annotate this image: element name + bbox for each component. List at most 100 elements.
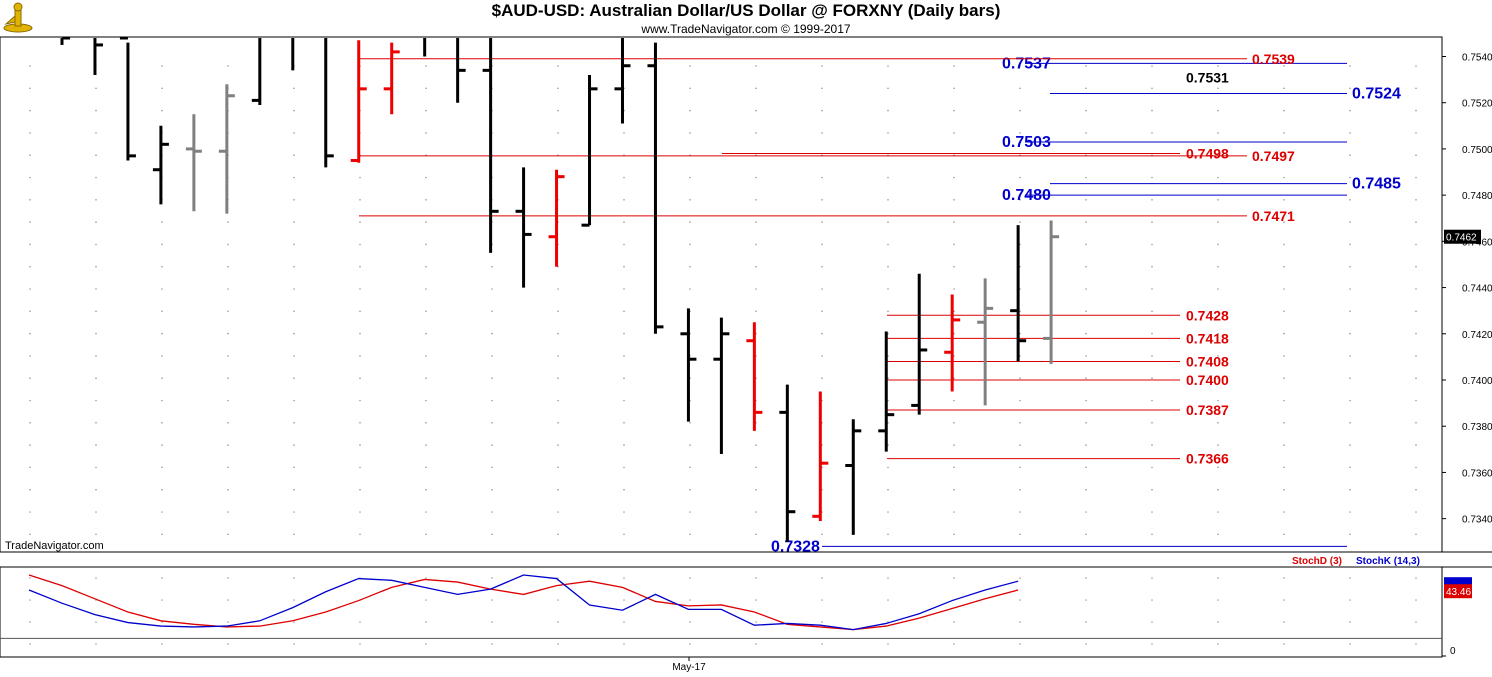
grid-dot xyxy=(953,176,955,179)
grid-dot xyxy=(1151,511,1153,513)
grid-dot xyxy=(1349,599,1351,601)
grid-dot xyxy=(1217,399,1219,402)
grid-dot xyxy=(1151,199,1153,201)
grid-dot xyxy=(359,511,361,513)
grid-dot xyxy=(161,577,163,579)
grid-dot xyxy=(227,643,229,645)
level-label-0.7408: 0.7408 xyxy=(1186,354,1229,370)
grid-dot xyxy=(1415,643,1417,645)
grid-dot xyxy=(557,466,559,469)
legend-stochk: StochK (14,3) xyxy=(1356,556,1420,567)
grid-dot xyxy=(1283,154,1285,156)
grid-dot xyxy=(95,154,97,156)
grid-dot xyxy=(227,488,229,491)
level-label-0.7531: 0.7531 xyxy=(1186,69,1229,85)
grid-dot xyxy=(1217,132,1219,134)
ohlc-bar xyxy=(152,125,169,205)
grid-dot xyxy=(821,87,823,90)
ohlc-bar xyxy=(845,419,862,535)
grid-dot xyxy=(29,577,31,579)
grid-dot xyxy=(1151,577,1153,579)
grid-dot xyxy=(1151,109,1153,112)
grid-dot xyxy=(689,533,691,536)
ohlc-bar xyxy=(60,36,70,45)
grid-dot xyxy=(491,577,493,579)
grid-dot xyxy=(1217,621,1219,623)
grid-dot xyxy=(953,288,955,290)
grid-dot xyxy=(161,599,163,601)
grid-dot xyxy=(1085,199,1087,201)
grid-dot xyxy=(359,643,361,645)
level-label-0.7503: 0.7503 xyxy=(1002,134,1051,151)
y-tick-label: 0.7520 xyxy=(1462,99,1492,110)
grid-dot xyxy=(1283,109,1285,112)
grid-dot xyxy=(1217,221,1219,223)
ohlc-bar xyxy=(482,38,499,253)
grid-dot xyxy=(1019,466,1021,469)
grid-dot xyxy=(953,199,955,201)
grid-dot xyxy=(1019,444,1021,446)
grid-dot xyxy=(821,265,823,268)
grid-dot xyxy=(821,599,823,601)
grid-dot xyxy=(1415,221,1417,223)
grid-dot xyxy=(821,288,823,290)
grid-dot xyxy=(95,444,97,446)
trade-navigator-logo[interactable] xyxy=(2,2,34,34)
grid-dot xyxy=(29,377,31,380)
grid-dot xyxy=(953,511,955,513)
grid-dot xyxy=(821,577,823,579)
grid-dot xyxy=(1283,511,1285,513)
grid-dot xyxy=(491,310,493,313)
grid-dot xyxy=(557,288,559,290)
grid-dot xyxy=(1283,176,1285,179)
grid-dot xyxy=(557,377,559,380)
grid-dot xyxy=(425,511,427,513)
stochastic-panel: 043.46 xyxy=(0,574,1472,657)
grid-dot xyxy=(161,288,163,290)
grid-dot xyxy=(623,599,625,601)
grid-dot xyxy=(887,466,889,469)
grid-dot xyxy=(689,288,691,290)
grid-dot xyxy=(1019,599,1021,601)
grid-dot xyxy=(1415,399,1417,402)
grid-dot xyxy=(887,599,889,601)
grid-dot xyxy=(953,577,955,579)
grid-dot xyxy=(1085,243,1087,246)
grid-dot xyxy=(1151,332,1153,335)
ohlc-bar xyxy=(911,273,928,415)
grid-dot xyxy=(1151,599,1153,601)
grid-dot xyxy=(623,355,625,357)
grid-dot xyxy=(1349,154,1351,156)
grid-dot xyxy=(359,355,361,357)
grid-dot xyxy=(1283,377,1285,380)
grid-dot xyxy=(1217,533,1219,536)
grid-dot xyxy=(1085,355,1087,357)
grid-dot xyxy=(1217,288,1219,290)
grid-dot xyxy=(689,466,691,469)
grid-dot xyxy=(755,243,757,246)
y-tick-label: 0.7420 xyxy=(1462,330,1492,341)
grid-dot xyxy=(29,599,31,601)
grid-dot xyxy=(359,176,361,179)
grid-dot xyxy=(29,422,31,424)
grid-dot xyxy=(1019,109,1021,112)
grid-dot xyxy=(755,444,757,446)
grid-dot xyxy=(359,199,361,201)
grid-dot xyxy=(557,599,559,601)
grid-dot xyxy=(1151,422,1153,424)
grid-dot xyxy=(1151,399,1153,402)
grid-dot xyxy=(95,377,97,380)
chart-subtitle: www.TradeNavigator.com © 1999-2017 xyxy=(641,22,851,36)
grid-dot xyxy=(95,132,97,134)
grid-dot xyxy=(359,310,361,313)
grid-dot xyxy=(887,87,889,90)
grid-dot xyxy=(623,533,625,536)
watermark: TradeNavigator.com xyxy=(5,540,104,552)
grid-dot xyxy=(95,533,97,536)
grid-dot xyxy=(227,422,229,424)
grid-dot xyxy=(227,511,229,513)
grid-dot xyxy=(623,399,625,402)
grid-dot xyxy=(1283,199,1285,201)
grid-dot xyxy=(1151,65,1153,67)
grid-dot xyxy=(1415,65,1417,67)
